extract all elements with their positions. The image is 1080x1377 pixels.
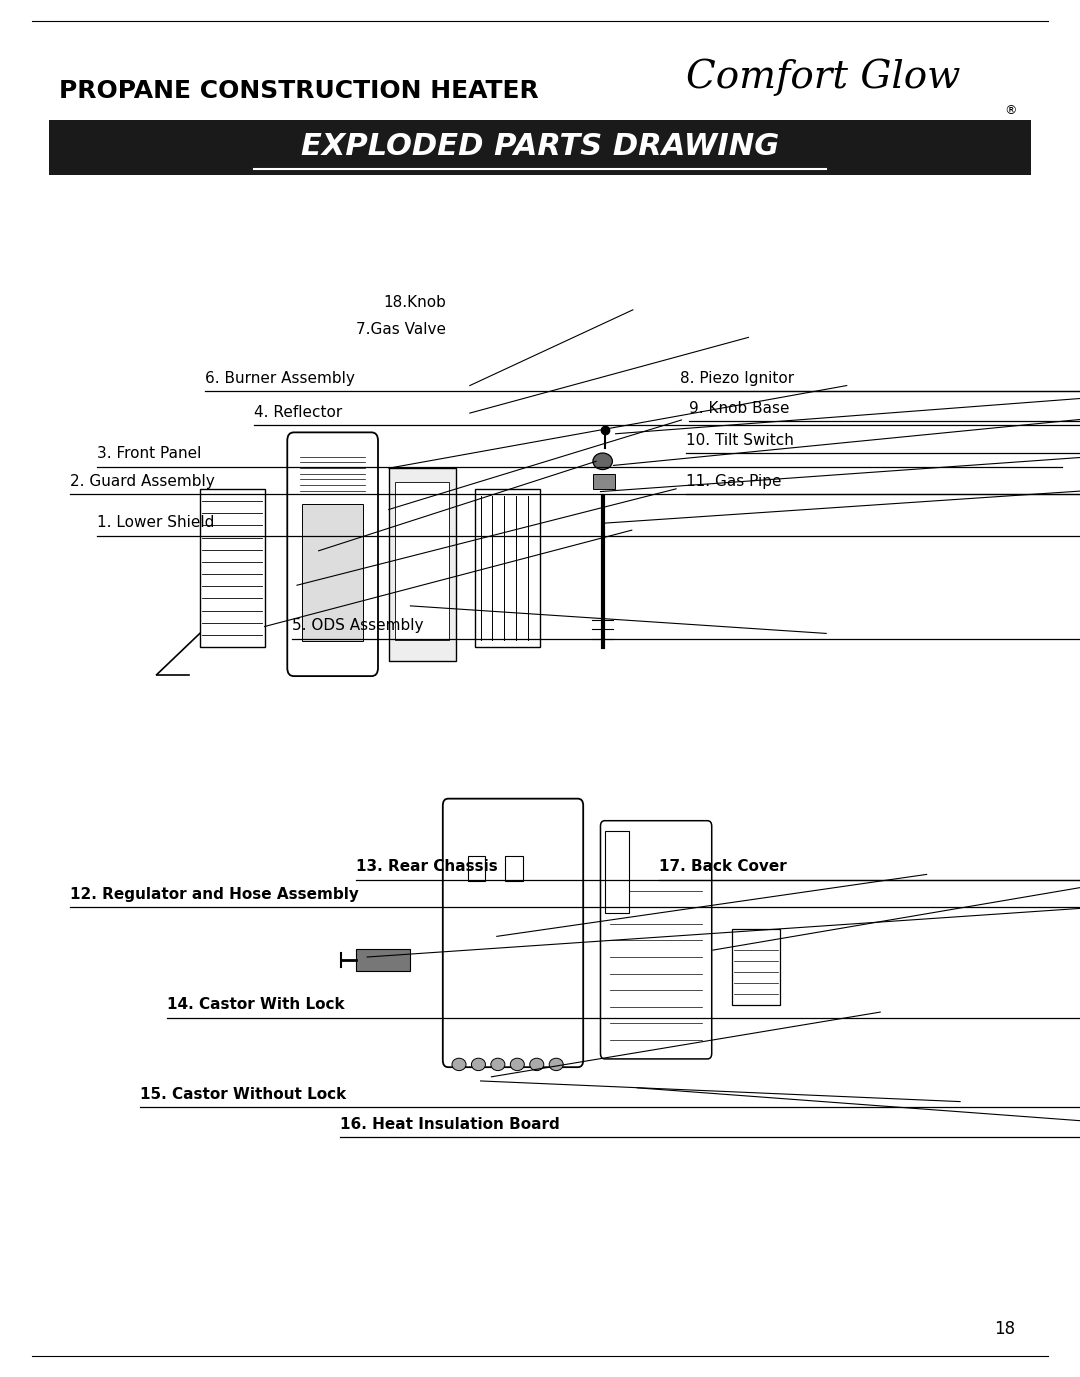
Text: 4. Reflector: 4. Reflector xyxy=(254,405,342,420)
Ellipse shape xyxy=(510,1058,524,1071)
Bar xyxy=(505,856,523,881)
FancyBboxPatch shape xyxy=(287,432,378,676)
Ellipse shape xyxy=(453,1058,467,1071)
Text: 13. Rear Chassis: 13. Rear Chassis xyxy=(356,859,498,874)
Text: 7.Gas Valve: 7.Gas Valve xyxy=(356,322,446,337)
Text: 9. Knob Base: 9. Knob Base xyxy=(689,401,789,416)
Bar xyxy=(605,830,629,913)
Ellipse shape xyxy=(593,453,612,470)
Text: 10. Tilt Switch: 10. Tilt Switch xyxy=(686,432,794,448)
Text: 16. Heat Insulation Board: 16. Heat Insulation Board xyxy=(340,1117,559,1132)
Text: 14. Castor With Lock: 14. Castor With Lock xyxy=(167,997,345,1012)
FancyBboxPatch shape xyxy=(443,799,583,1067)
FancyBboxPatch shape xyxy=(600,821,712,1059)
Bar xyxy=(468,856,485,881)
Bar xyxy=(200,489,265,647)
Text: 1. Lower Shield: 1. Lower Shield xyxy=(97,515,215,530)
Ellipse shape xyxy=(530,1058,543,1071)
Text: 12. Regulator and Hose Assembly: 12. Regulator and Hose Assembly xyxy=(70,887,359,902)
Text: 11. Gas Pipe: 11. Gas Pipe xyxy=(686,474,781,489)
Ellipse shape xyxy=(550,1058,564,1071)
Text: 3. Front Panel: 3. Front Panel xyxy=(97,446,202,461)
Bar xyxy=(302,504,363,640)
Bar xyxy=(395,482,449,640)
Ellipse shape xyxy=(472,1058,486,1071)
Text: 15. Castor Without Lock: 15. Castor Without Lock xyxy=(140,1086,347,1102)
Bar xyxy=(49,120,1031,175)
Text: Comfort Glow: Comfort Glow xyxy=(686,59,960,96)
Text: EXPLODED PARTS DRAWING: EXPLODED PARTS DRAWING xyxy=(301,132,779,161)
Bar xyxy=(593,474,615,489)
Ellipse shape xyxy=(490,1058,504,1071)
Text: ®: ® xyxy=(1004,105,1017,117)
Text: 17. Back Cover: 17. Back Cover xyxy=(659,859,786,874)
Bar xyxy=(356,949,410,971)
Text: 18.Knob: 18.Knob xyxy=(383,295,446,310)
Text: 6. Burner Assembly: 6. Burner Assembly xyxy=(205,370,355,386)
Text: 18: 18 xyxy=(994,1321,1015,1338)
Text: 2. Guard Assembly: 2. Guard Assembly xyxy=(70,474,215,489)
Text: PROPANE CONSTRUCTION HEATER: PROPANE CONSTRUCTION HEATER xyxy=(59,80,539,103)
Text: 5. ODS Assembly: 5. ODS Assembly xyxy=(292,618,423,633)
Bar xyxy=(475,489,540,647)
Bar xyxy=(389,468,456,661)
Text: 8. Piezo Ignitor: 8. Piezo Ignitor xyxy=(680,370,795,386)
Bar xyxy=(732,929,780,1005)
